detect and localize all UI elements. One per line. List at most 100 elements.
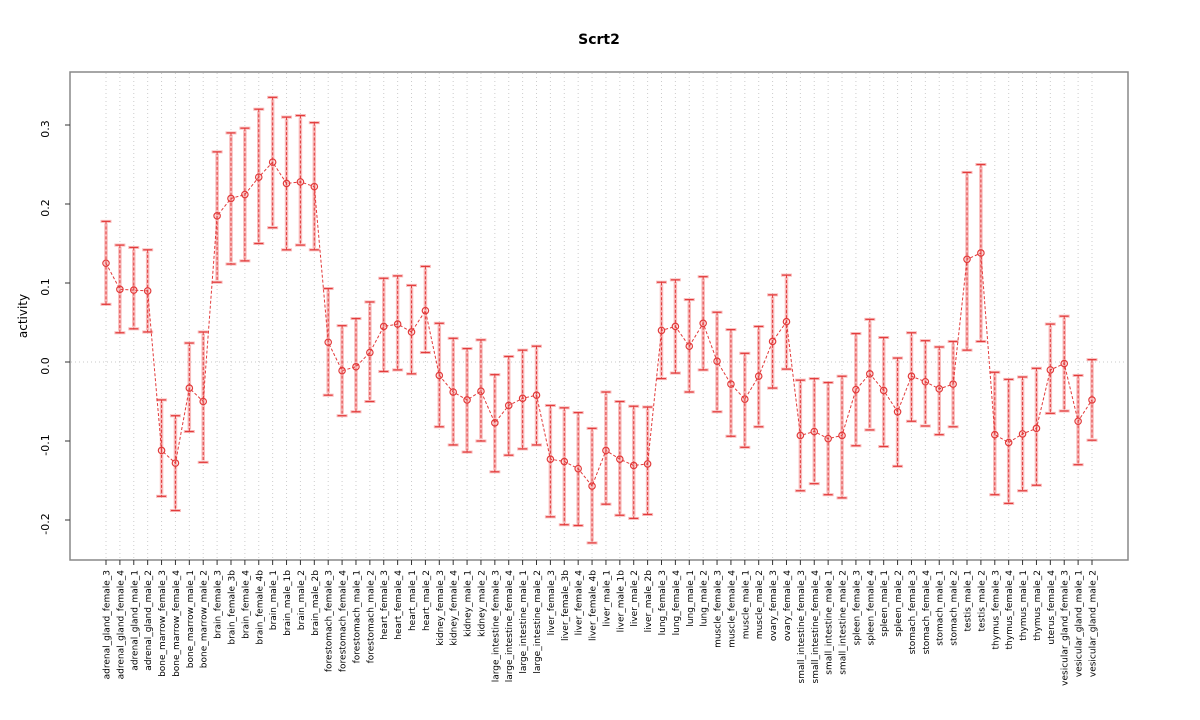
x-tick-label: liver_male_2b — [644, 570, 654, 633]
x-tick-label: liver_female_4 — [575, 570, 585, 636]
data-point — [866, 370, 874, 378]
y-tick-label: 0.3 — [39, 120, 52, 138]
x-tick-label: lung_male_2 — [700, 570, 710, 627]
data-point — [143, 287, 152, 295]
data-point — [477, 387, 485, 396]
x-tick-label: testis_male_2 — [977, 570, 987, 632]
y-tick-label: -0.2 — [39, 513, 52, 534]
x-tick-label: small_intestine_male_1 — [825, 570, 835, 675]
data-point — [393, 320, 402, 328]
y-tick-label: 0.2 — [39, 199, 52, 217]
x-tick-label: vesicular_gland_male_2 — [1089, 570, 1099, 677]
data-point — [602, 446, 610, 455]
series-line — [105, 161, 1093, 488]
x-tick-label: brain_female_3b — [227, 570, 237, 645]
x-tick-label: bone_marrow_male_1 — [186, 570, 196, 668]
data-point — [893, 407, 902, 416]
data-point — [616, 455, 624, 463]
y-tick-label: 0.0 — [39, 357, 52, 375]
data-point — [990, 430, 999, 439]
x-tick-label: adrenal_gland_female_4 — [116, 570, 126, 680]
data-point — [685, 342, 694, 351]
error-bars-thin — [101, 96, 1097, 544]
x-tick-label: bone_marrow_female_4 — [172, 570, 182, 677]
data-point — [532, 391, 541, 399]
x-tick-label: brain_female_3 — [214, 570, 224, 639]
x-tick-label: thymus_male_2 — [1033, 570, 1043, 641]
x-tick-label: ovary_female_4 — [783, 570, 793, 641]
x-tick-label: muscle_male_1 — [741, 570, 751, 639]
data-point — [852, 385, 860, 394]
x-tick-label: adrenal_gland_female_3 — [103, 570, 113, 679]
x-tick-label: large_intestine_male_1 — [519, 570, 529, 674]
x-tick-label: brain_male_2b — [311, 570, 321, 636]
x-tick-label: stomach_female_3 — [908, 570, 918, 654]
data-point — [116, 285, 124, 294]
data-point — [449, 388, 457, 396]
x-tick-label: muscle_female_4 — [727, 570, 737, 648]
data-point — [213, 212, 221, 220]
data-point — [421, 306, 430, 315]
x-tick-label: ovary_female_3 — [769, 570, 779, 641]
data-point — [310, 182, 319, 191]
x-tick-label: stomach_female_4 — [922, 570, 932, 655]
data-point — [1004, 438, 1013, 447]
data-point — [574, 464, 582, 473]
data-point — [768, 337, 777, 346]
x-tick-label: brain_female_4 — [241, 570, 251, 639]
data-point — [227, 194, 235, 203]
x-tick-label: muscle_female_3 — [714, 570, 724, 648]
y-tick-label: -0.1 — [39, 434, 52, 455]
x-tick-label: bone_marrow_female_3 — [158, 570, 168, 677]
x-tick-label: forestomach_female_3 — [325, 570, 335, 672]
x-tick-label: muscle_male_2 — [755, 570, 765, 639]
data-point — [921, 377, 930, 386]
x-tick-label: bone_marrow_male_2 — [200, 570, 210, 668]
data-point — [268, 158, 277, 166]
data-point — [588, 482, 596, 490]
x-tick-label: thymus_male_1 — [1019, 570, 1029, 641]
data-point — [102, 259, 110, 268]
x-tick-label: lung_female_4 — [672, 570, 682, 636]
data-point — [1060, 359, 1069, 368]
data-point — [296, 178, 305, 186]
data-point — [171, 459, 180, 467]
error-bars-thick — [100, 95, 1098, 545]
data-point — [824, 434, 832, 443]
x-tick-label: thymus_female_4 — [1005, 570, 1015, 650]
x-tick-label: liver_female_3b — [561, 570, 571, 641]
data-point — [407, 328, 416, 336]
data-point — [1074, 417, 1082, 426]
data-point — [782, 317, 791, 326]
x-tick-label: small_intestine_female_3 — [797, 570, 807, 683]
x-tick-label: liver_male_2 — [630, 570, 640, 627]
data-points — [102, 158, 1096, 490]
data-point — [491, 419, 499, 427]
data-point — [879, 386, 888, 395]
x-tick-label: small_intestine_male_2 — [839, 570, 849, 675]
x-tick-label: kidney_female_4 — [450, 570, 460, 646]
data-point — [838, 431, 846, 440]
x-tick-label: heart_female_4 — [394, 570, 404, 640]
x-tick-label: spleen_female_3 — [852, 570, 862, 645]
data-point — [1032, 424, 1041, 433]
data-point — [754, 372, 763, 381]
data-point — [560, 457, 569, 466]
data-point — [185, 384, 194, 392]
data-point — [657, 326, 666, 335]
data-point — [963, 255, 971, 264]
data-point — [671, 322, 680, 331]
x-tick-label: stomach_male_2 — [950, 570, 960, 646]
y-axis-title: activity — [16, 294, 30, 338]
data-point — [338, 366, 346, 375]
x-tick-label: spleen_male_2 — [894, 570, 904, 637]
data-point — [324, 338, 332, 347]
x-tick-label: small_intestine_female_4 — [811, 570, 821, 684]
x-tick-label: spleen_female_4 — [866, 570, 876, 646]
data-point — [741, 395, 749, 403]
x-tick-label: heart_male_2 — [422, 570, 432, 631]
data-point — [379, 322, 388, 331]
x-tick-label: large_intestine_male_2 — [533, 570, 543, 674]
x-tick-label: large_intestine_female_4 — [505, 570, 515, 683]
